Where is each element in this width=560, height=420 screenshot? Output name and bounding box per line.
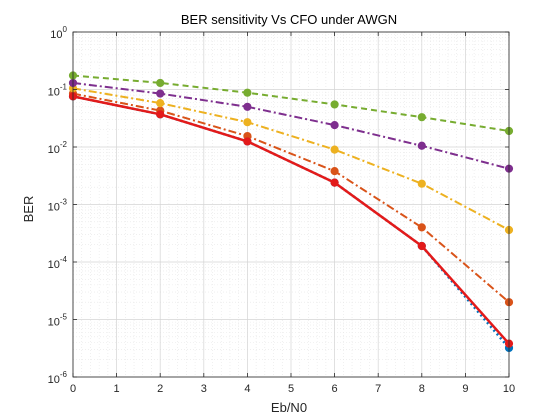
data-point (156, 89, 165, 98)
data-point (417, 113, 426, 122)
data-point (156, 110, 165, 119)
series-line (72, 95, 510, 345)
data-point (243, 102, 252, 111)
y-tick-label: 10-1 (48, 83, 68, 99)
data-point (417, 179, 426, 188)
data-point (330, 100, 339, 109)
y-tick-label: 10-6 (48, 370, 68, 386)
x-axis-label: Eb/N0 (271, 400, 307, 415)
y-tick-label: 10-5 (48, 313, 68, 329)
x-tick-label: 3 (201, 383, 207, 395)
data-point (330, 178, 339, 187)
data-point (417, 141, 426, 150)
y-tick-label: 100 (50, 25, 67, 41)
series-line (72, 81, 510, 170)
x-tick-label: 6 (332, 383, 338, 395)
data-point (330, 145, 339, 154)
x-tick-label: 9 (462, 383, 468, 395)
chart-title: BER sensitivity Vs CFO under AWGN (181, 12, 397, 27)
series-layer (68, 71, 514, 353)
y-tick-label: 10-4 (48, 255, 68, 271)
data-point (243, 88, 252, 97)
x-tick-label: 10 (503, 383, 515, 395)
x-tick-label: 8 (419, 383, 425, 395)
data-point (156, 78, 165, 88)
y-tick-label: 10-3 (48, 198, 68, 214)
x-tick-label: 4 (244, 383, 250, 395)
x-tick-label: 0 (70, 383, 76, 395)
axes: 0 1 2 3 4 5 6 7 8 9 10 10-6 10-5 10-4 10-3 10-2 10-1 100 (48, 25, 516, 395)
data-point (243, 118, 252, 127)
data-point (330, 121, 339, 130)
x-tick-label: 5 (288, 383, 294, 395)
data-point (243, 137, 252, 146)
data-point (417, 241, 426, 251)
x-tick-label: 2 (157, 383, 163, 395)
data-point (156, 99, 165, 108)
data-point (417, 223, 426, 232)
y-tick-label: 10-2 (48, 140, 68, 156)
y-axis-label: BER (21, 196, 36, 223)
x-tick-label: 7 (375, 383, 381, 395)
data-point (330, 167, 339, 176)
series-4 (68, 78, 514, 173)
series-line (72, 92, 510, 303)
series-line (72, 87, 510, 231)
series-line (72, 74, 510, 132)
x-tick-label: 1 (114, 383, 120, 395)
